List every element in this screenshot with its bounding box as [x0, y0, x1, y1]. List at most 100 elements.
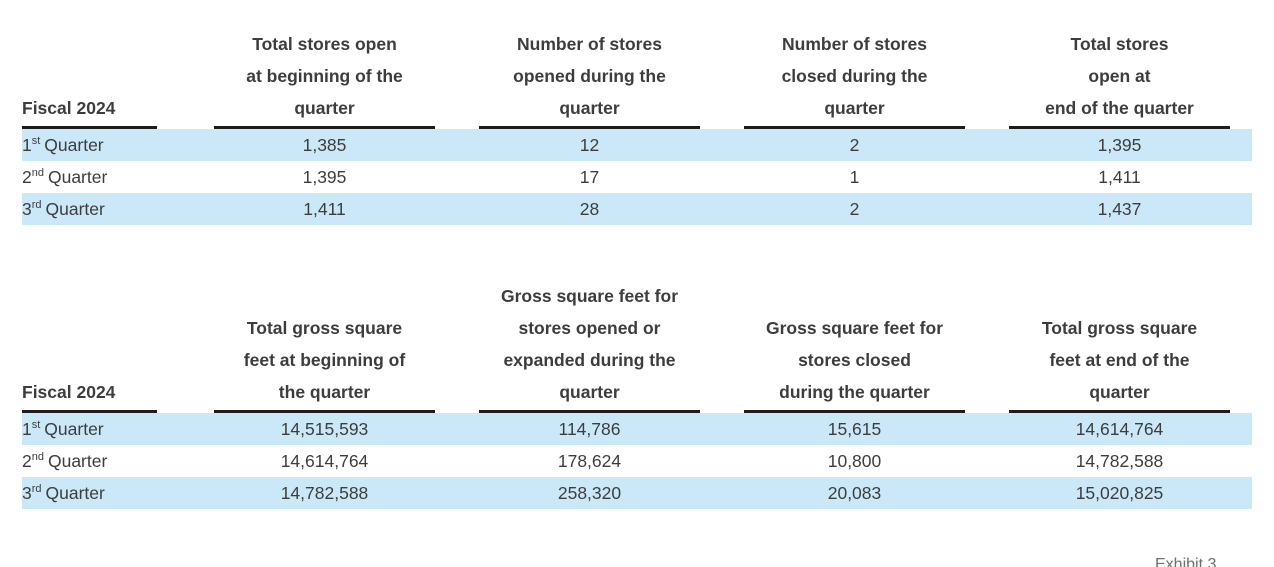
- header-line: Total gross square: [246, 318, 403, 338]
- table-cell: 1,385: [302, 134, 347, 155]
- header-rule: [214, 410, 435, 413]
- table-row-q2: 2nd Quarter 14,614,764 178,624 10,800 14,…: [22, 445, 1252, 477]
- square-feet-table-header: Fiscal 2024 Total gross square feet at b…: [22, 280, 1252, 413]
- column-header-stores-open-end: Total stores open at end of the quarter: [987, 28, 1252, 129]
- quarter-word: Quarter: [44, 418, 104, 439]
- table-cell: 20,083: [827, 482, 882, 503]
- quarter-ordinal: nd: [31, 166, 44, 179]
- table-cell: 10,800: [827, 450, 882, 471]
- header-line: quarter: [559, 382, 620, 402]
- quarter-label: 3rd Quarter: [22, 193, 192, 225]
- header-line: closed during the: [781, 66, 928, 86]
- quarter-ordinal: nd: [31, 450, 44, 463]
- quarter-ordinal: rd: [31, 482, 42, 495]
- header-line: stores closed: [798, 350, 911, 370]
- table-cell: 1,437: [1097, 198, 1142, 219]
- table-cell: 14,782,588: [280, 482, 369, 503]
- row-header-title: Fiscal 2024: [22, 98, 116, 118]
- quarter-word: Quarter: [45, 482, 105, 503]
- table-cell: 1,411: [1098, 166, 1141, 187]
- table-cell: 12: [579, 134, 600, 155]
- header-line: Gross square feet for: [501, 286, 678, 306]
- quarter-label: 1st Quarter: [22, 413, 192, 445]
- column-header-fiscal-2024: Fiscal 2024: [22, 280, 192, 413]
- row-header-title: Fiscal 2024: [22, 382, 116, 402]
- quarter-number: 1: [22, 418, 32, 439]
- column-header-sqft-closed: Gross square feet for stores closed duri…: [722, 280, 987, 413]
- header-rule: [22, 410, 157, 413]
- quarter-word: Quarter: [47, 166, 108, 187]
- table-cell: 1: [849, 166, 860, 187]
- table-row-q2: 2nd Quarter 1,395 17 1 1,411: [22, 161, 1252, 193]
- column-header-stores-open-beginning: Total stores open at beginning of the qu…: [192, 28, 457, 129]
- table-cell: 2: [849, 134, 860, 155]
- column-header-stores-opened: Number of stores opened during the quart…: [457, 28, 722, 129]
- quarter-label: 2nd Quarter: [22, 445, 192, 477]
- quarter-ordinal: st: [31, 134, 41, 147]
- header-line: end of the quarter: [1045, 98, 1194, 118]
- header-line: during the quarter: [779, 382, 930, 402]
- table-cell: 1,411: [303, 198, 346, 219]
- table-row-q1: 1st Quarter 14,515,593 114,786 15,615 14,…: [22, 413, 1252, 445]
- quarter-label: 3rd Quarter: [22, 477, 192, 509]
- quarter-label: 2nd Quarter: [22, 161, 192, 193]
- header-rule: [214, 126, 435, 129]
- table-cell: 15,615: [827, 418, 882, 439]
- header-line: Gross square feet for: [766, 318, 943, 338]
- header-line: expanded during the: [503, 350, 676, 370]
- header-line: quarter: [294, 98, 355, 118]
- header-line: stores opened or: [518, 318, 661, 338]
- table-cell: 258,320: [557, 482, 622, 503]
- table-cell: 14,782,588: [1075, 450, 1164, 471]
- quarter-ordinal: rd: [31, 198, 42, 211]
- header-rule: [1009, 410, 1230, 413]
- header-line: quarter: [824, 98, 885, 118]
- table-cell: 114,786: [558, 418, 621, 439]
- store-count-table: Fiscal 2024 Total stores open at beginni…: [22, 28, 1252, 225]
- header-line: the quarter: [278, 382, 371, 402]
- quarter-number: 2: [22, 166, 32, 187]
- column-header-sqft-end: Total gross square feet at end of the qu…: [987, 280, 1252, 413]
- header-line: feet at end of the: [1049, 350, 1190, 370]
- table-cell: 14,614,764: [280, 450, 369, 471]
- quarter-label: 1st Quarter: [22, 129, 192, 161]
- square-feet-table: Fiscal 2024 Total gross square feet at b…: [22, 280, 1252, 509]
- table-cell: 2: [849, 198, 860, 219]
- header-line: quarter: [1089, 382, 1150, 402]
- quarter-word: Quarter: [45, 198, 105, 219]
- header-row: Fiscal 2024 Total stores open at beginni…: [22, 28, 1252, 129]
- header-rule: [1009, 126, 1230, 129]
- column-header-fiscal-2024: Fiscal 2024: [22, 28, 192, 129]
- header-line: open at: [1088, 66, 1151, 86]
- header-line: Total stores: [1070, 34, 1169, 54]
- table-cell: 17: [579, 166, 600, 187]
- column-header-sqft-opened-expanded: Gross square feet for stores opened or e…: [457, 280, 722, 413]
- table-row-q1: 1st Quarter 1,385 12 2 1,395: [22, 129, 1252, 161]
- header-line: at beginning of the: [246, 66, 403, 86]
- exhibit-label: Exhibit 3: [1155, 556, 1217, 567]
- header-row: Fiscal 2024 Total gross square feet at b…: [22, 280, 1252, 413]
- table-cell: 14,614,764: [1075, 418, 1164, 439]
- column-header-stores-closed: Number of stores closed during the quart…: [722, 28, 987, 129]
- quarter-word: Quarter: [44, 134, 104, 155]
- header-line: feet at beginning of: [243, 350, 406, 370]
- header-rule: [744, 410, 965, 413]
- header-line: Number of stores: [782, 34, 927, 54]
- table-cell: 28: [579, 198, 600, 219]
- header-rule: [479, 410, 700, 413]
- table-cell: 1,395: [302, 166, 347, 187]
- header-line: Total gross square: [1041, 318, 1198, 338]
- table-cell: 14,515,593: [280, 418, 369, 439]
- table-row-q3: 3rd Quarter 14,782,588 258,320 20,083 15,…: [22, 477, 1252, 509]
- header-line: Total stores open: [252, 34, 397, 54]
- quarter-word: Quarter: [47, 450, 108, 471]
- header-rule: [22, 126, 157, 129]
- store-count-table-header: Fiscal 2024 Total stores open at beginni…: [22, 28, 1252, 129]
- header-line: Number of stores: [517, 34, 662, 54]
- quarter-number: 3: [22, 482, 32, 503]
- column-header-sqft-beginning: Total gross square feet at beginning of …: [192, 280, 457, 413]
- quarter-number: 1: [22, 134, 32, 155]
- quarter-number: 3: [22, 198, 32, 219]
- header-line: opened during the: [513, 66, 666, 86]
